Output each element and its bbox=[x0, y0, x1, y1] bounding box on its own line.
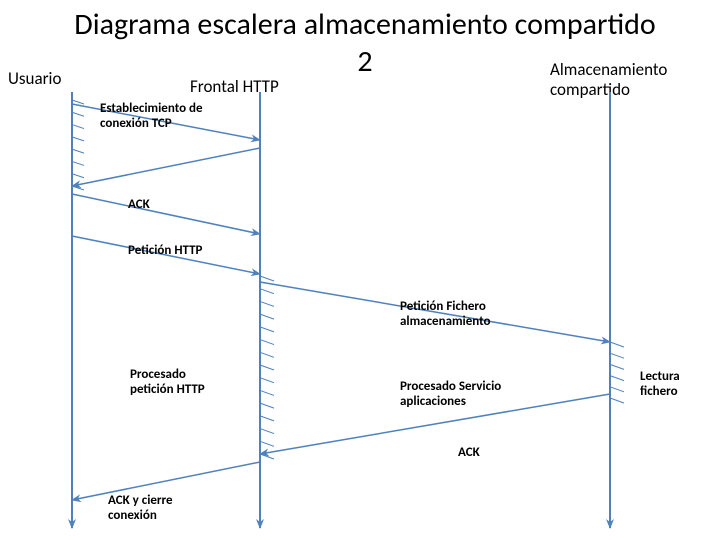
message-label: Petición HTTP bbox=[128, 244, 258, 259]
message-label: Petición Fichero almacenamiento bbox=[400, 300, 550, 330]
message-label: Lectura fichero bbox=[640, 370, 710, 400]
message-label: Procesado petición HTTP bbox=[130, 368, 220, 398]
message-label: Establecimiento de conexión TCP bbox=[100, 102, 250, 132]
message-label: Procesado Servicio aplicaciones bbox=[400, 380, 555, 410]
diagram-svg bbox=[0, 0, 720, 540]
message-label: ACK y cierre conexión bbox=[108, 494, 208, 524]
diagram-canvas: Diagrama escalera almacenamiento compart… bbox=[0, 0, 720, 540]
message-label: ACK bbox=[458, 446, 508, 461]
message-label: ACK bbox=[128, 198, 188, 213]
